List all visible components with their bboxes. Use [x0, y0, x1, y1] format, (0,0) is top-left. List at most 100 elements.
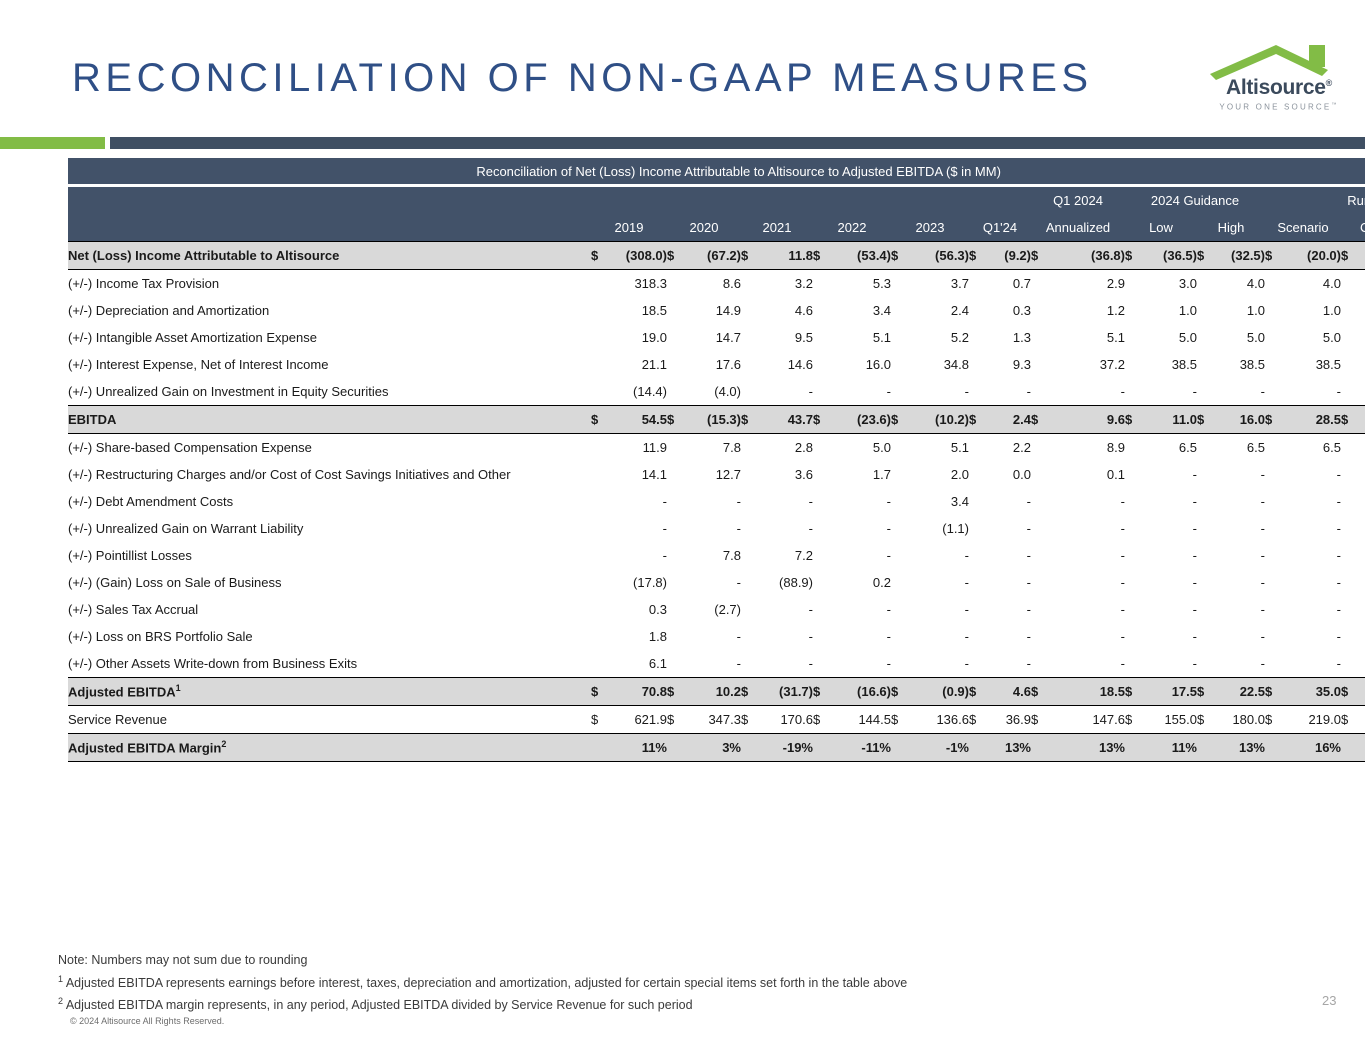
row-value: 11.0 — [1139, 405, 1197, 434]
row-currency-symbol — [1265, 297, 1279, 324]
row-currency-symbol — [1125, 733, 1139, 762]
row-currency-symbol: $ — [969, 405, 983, 434]
row-value: 16.0 — [827, 351, 891, 378]
row-currency-symbol — [969, 650, 983, 678]
group-header-blank-2 — [591, 187, 1031, 214]
row-currency-symbol — [741, 515, 755, 542]
row-value: 17.6 — [681, 351, 741, 378]
row-currency-symbol — [813, 569, 827, 596]
column-header-2023: 2023 — [891, 214, 969, 242]
row-currency-symbol: $ — [1197, 677, 1211, 706]
table-row: EBITDA $54.5 $ (15.3) $43.7 $ (23.6) $ (10.2) $2.… — [68, 405, 1365, 434]
row-currency-symbol — [1341, 297, 1355, 324]
row-currency-symbol — [813, 733, 827, 762]
row-value: - — [905, 650, 969, 678]
row-value: 5.3 — [827, 269, 891, 297]
row-value: - — [1045, 515, 1125, 542]
page-title: RECONCILIATION OF NON-GAAP MEASURES — [72, 56, 1093, 100]
row-currency-symbol — [813, 433, 827, 461]
row-currency-symbol — [1341, 650, 1355, 678]
column-header-2022: 2022 — [813, 214, 891, 242]
row-currency-symbol — [1197, 324, 1211, 351]
row-value: 21.1 — [605, 351, 667, 378]
row-value: - — [983, 542, 1031, 569]
row-currency-symbol — [891, 542, 905, 569]
row-value: - — [1355, 569, 1365, 596]
footnotes: Note: Numbers may not sum due to roundin… — [58, 950, 907, 1017]
row-value: - — [755, 488, 813, 515]
row-value: 2.0 — [905, 461, 969, 488]
row-currency-symbol — [813, 623, 827, 650]
logo-name: Altisource — [1225, 76, 1326, 99]
row-currency-symbol: $ — [1197, 405, 1211, 434]
row-value: - — [827, 378, 891, 406]
row-value: - — [1355, 650, 1365, 678]
row-currency-symbol — [813, 351, 827, 378]
row-currency-symbol — [969, 461, 983, 488]
row-value: (36.5) — [1139, 241, 1197, 270]
row-value: - — [1279, 623, 1341, 650]
row-currency-symbol — [891, 269, 905, 297]
row-value: - — [681, 623, 741, 650]
row-value: 3.4 — [905, 488, 969, 515]
row-value: (17.8) — [605, 569, 667, 596]
row-value: 318.3 — [605, 269, 667, 297]
row-value: - — [983, 569, 1031, 596]
row-label: (+/-) Restructuring Charges and/or Cost … — [68, 461, 591, 488]
row-currency-symbol — [891, 650, 905, 678]
row-currency-symbol — [969, 488, 983, 515]
row-value: - — [905, 596, 969, 623]
row-currency-symbol — [741, 733, 755, 762]
row-value: - — [1045, 488, 1125, 515]
row-value: 35.0 — [1279, 677, 1341, 706]
row-value: - — [1211, 488, 1265, 515]
row-currency-symbol: $ — [741, 677, 755, 706]
row-label: (+/-) Income Tax Provision — [68, 269, 591, 297]
row-value: - — [681, 488, 741, 515]
row-value: - — [1355, 623, 1365, 650]
row-value: - — [983, 623, 1031, 650]
row-currency-symbol — [1265, 351, 1279, 378]
row-value: 13% — [983, 733, 1031, 762]
row-label-footnote-marker: 2 — [221, 739, 227, 750]
row-value: - — [1279, 378, 1341, 406]
row-value: - — [1139, 623, 1197, 650]
row-value: 155.0 — [1139, 705, 1197, 734]
table-row: Adjusted EBITDA Margin2 11% 3% -19% -11% -1% 1… — [68, 733, 1365, 762]
row-value: - — [1279, 650, 1341, 678]
row-currency-symbol — [1031, 596, 1045, 623]
row-value: - — [681, 569, 741, 596]
row-value: - — [755, 515, 813, 542]
row-currency-symbol — [1197, 351, 1211, 378]
row-value: 0.2 — [827, 569, 891, 596]
row-currency-symbol — [591, 461, 605, 488]
row-currency-symbol — [969, 378, 983, 406]
banner-spacer — [68, 184, 1365, 187]
row-value: 13% — [1211, 733, 1265, 762]
row-value: 5.2 — [905, 324, 969, 351]
row-currency-symbol: $ — [1341, 405, 1355, 434]
row-currency-symbol — [1197, 623, 1211, 650]
row-currency-symbol: $ — [813, 677, 827, 706]
row-currency-symbol — [1197, 378, 1211, 406]
row-currency-symbol — [667, 542, 681, 569]
row-value: 6.5 — [1139, 433, 1197, 461]
row-currency-symbol — [1125, 378, 1139, 406]
row-label: (+/-) Share-based Compensation Expense — [68, 433, 591, 461]
row-value: 16.0 — [1211, 405, 1265, 434]
row-value: 4.6 — [755, 297, 813, 324]
row-currency-symbol — [1031, 351, 1045, 378]
row-value: 180.0 — [1211, 705, 1265, 734]
row-currency-symbol — [891, 433, 905, 461]
table-row: Service Revenue $621.9 $347.3 $170.6 $144.5 $… — [68, 705, 1365, 734]
column-header-2019: 2019 — [591, 214, 667, 242]
row-currency-symbol — [1031, 650, 1045, 678]
row-value: 136.6 — [905, 705, 969, 734]
row-value: (53.4) — [827, 241, 891, 270]
row-label: (+/-) Other Assets Write-down from Busin… — [68, 650, 591, 678]
copyright-text: © 2024 Altisource All Rights Reserved. — [70, 1016, 225, 1026]
row-value: 3.2 — [755, 269, 813, 297]
row-value: 5.0 — [1355, 324, 1365, 351]
row-value: (31.7) — [755, 677, 813, 706]
row-value: 5.1 — [827, 324, 891, 351]
